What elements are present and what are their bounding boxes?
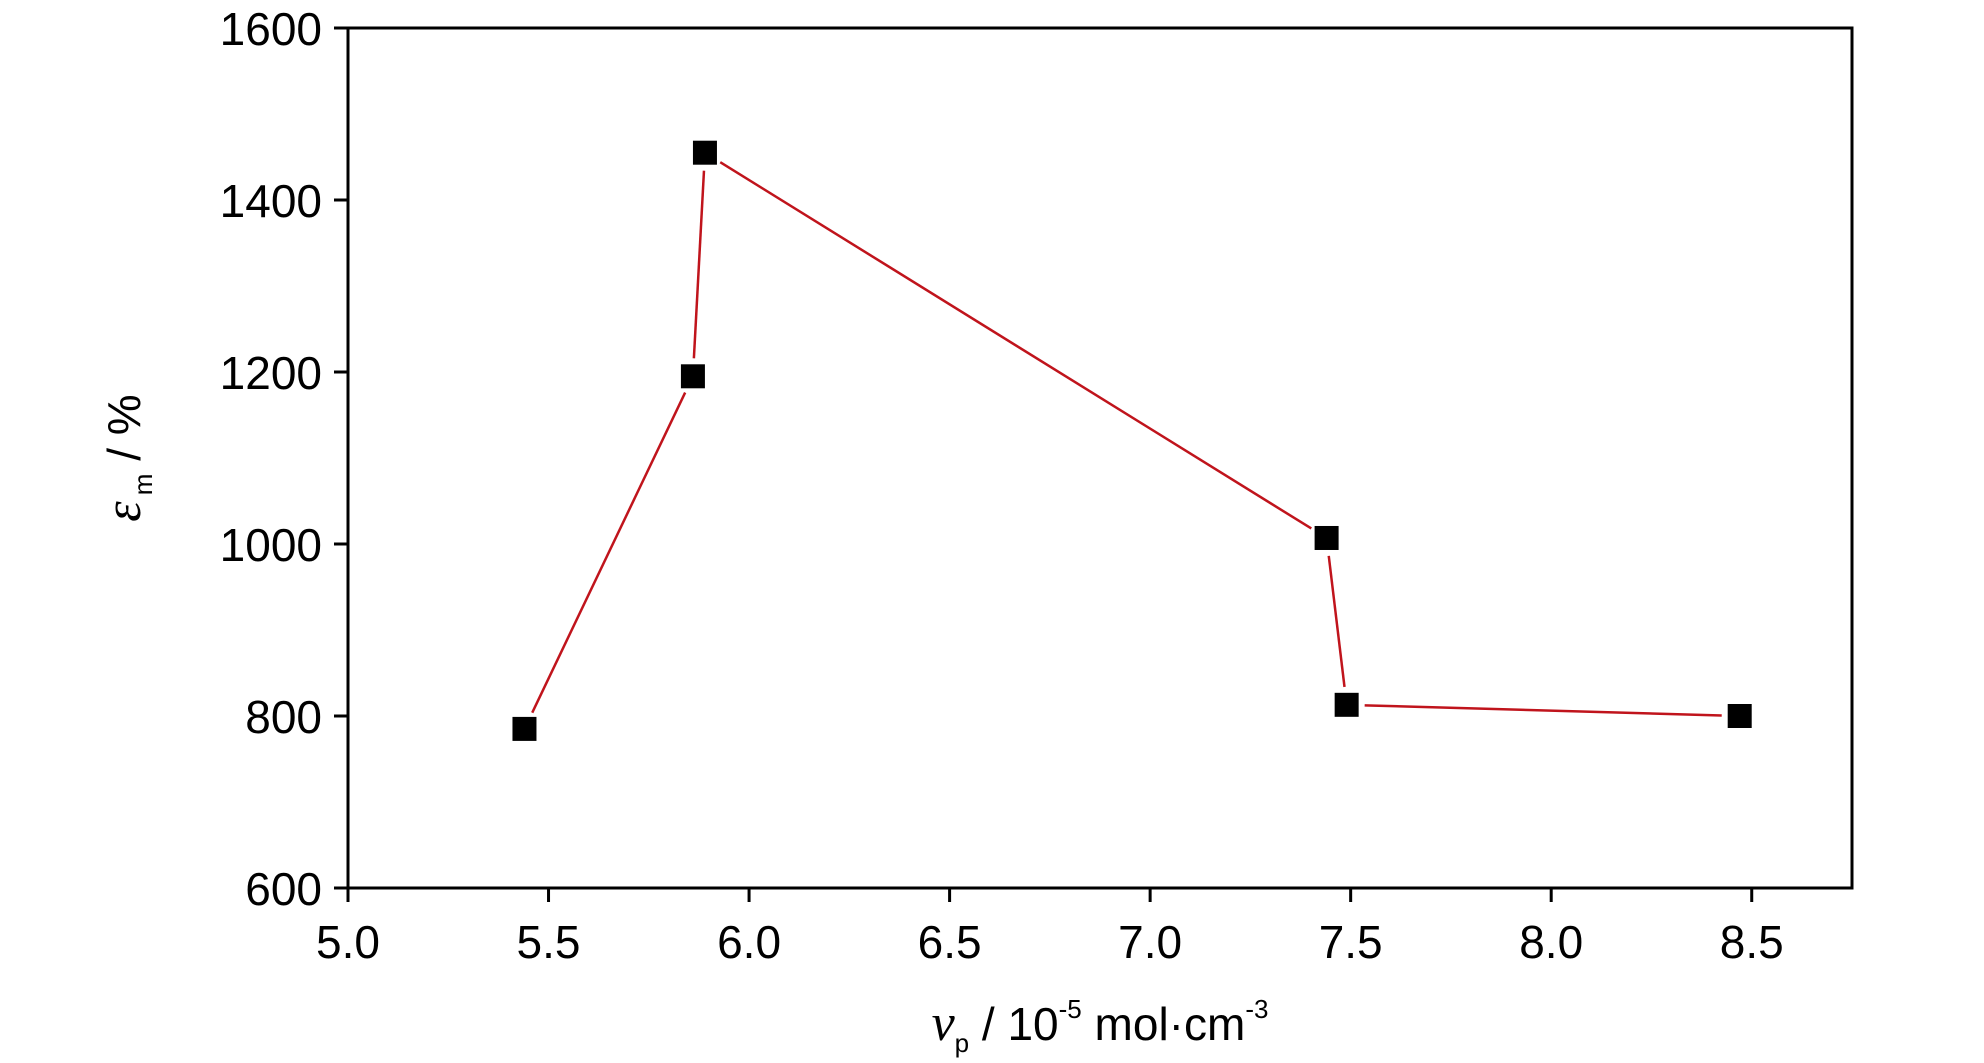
x-tick-label: 8.5 <box>1720 916 1784 968</box>
data-point-marker <box>1334 692 1359 717</box>
series-line-segment <box>1364 704 1722 717</box>
x-tick-label: 5.5 <box>517 916 581 968</box>
x-tick-label: 7.0 <box>1118 916 1182 968</box>
y-tick-label: 1000 <box>220 519 322 571</box>
data-point-marker <box>692 140 717 165</box>
y-tick-label: 800 <box>245 691 322 743</box>
series-line-segment <box>719 161 1312 530</box>
data-point-marker <box>512 716 537 741</box>
y-tick-label: 1400 <box>220 175 322 227</box>
series-line-segment <box>531 392 687 714</box>
y-tick-label: 600 <box>245 863 322 915</box>
y-axis-subscript: m <box>128 474 158 496</box>
y-tick-label: 1600 <box>220 3 322 55</box>
x-tick-label: 6.0 <box>717 916 781 968</box>
x-axis-unit-exponent: -3 <box>1245 994 1268 1024</box>
x-axis-exponent: -5 <box>1059 994 1082 1024</box>
series-line-segment <box>692 170 706 359</box>
series-line-segment <box>1327 555 1346 688</box>
plot-frame <box>346 26 1854 890</box>
axis-ticks: 5.0 5.5 6.0 6.5 7.0 7.5 8.0 8.5 600 800 1000 1200 14… <box>220 3 1784 968</box>
data-point-marker <box>680 364 705 389</box>
x-axis-symbol: v <box>932 995 956 1052</box>
data-point-marker <box>1727 704 1752 728</box>
x-tick-label: 5.0 <box>316 916 380 968</box>
x-tick-label: 6.5 <box>918 916 982 968</box>
y-axis-unit: / % <box>98 394 150 473</box>
x-axis-unit-prefix: / 10 <box>969 998 1059 1050</box>
x-axis-unit-suffix: mol·cm <box>1082 998 1246 1050</box>
x-tick-label: 7.5 <box>1319 916 1383 968</box>
data-point-marker <box>1314 525 1339 550</box>
y-axis-label: εm / % <box>95 394 158 521</box>
series-group <box>512 140 1752 741</box>
x-axis-subscript: p <box>955 1028 969 1058</box>
x-tick-label: 8.0 <box>1519 916 1583 968</box>
x-axis-label: vp / 10-5 mol·cm-3 <box>932 994 1269 1058</box>
y-tick-label: 1200 <box>220 347 322 399</box>
y-axis-symbol: ε <box>95 501 152 522</box>
